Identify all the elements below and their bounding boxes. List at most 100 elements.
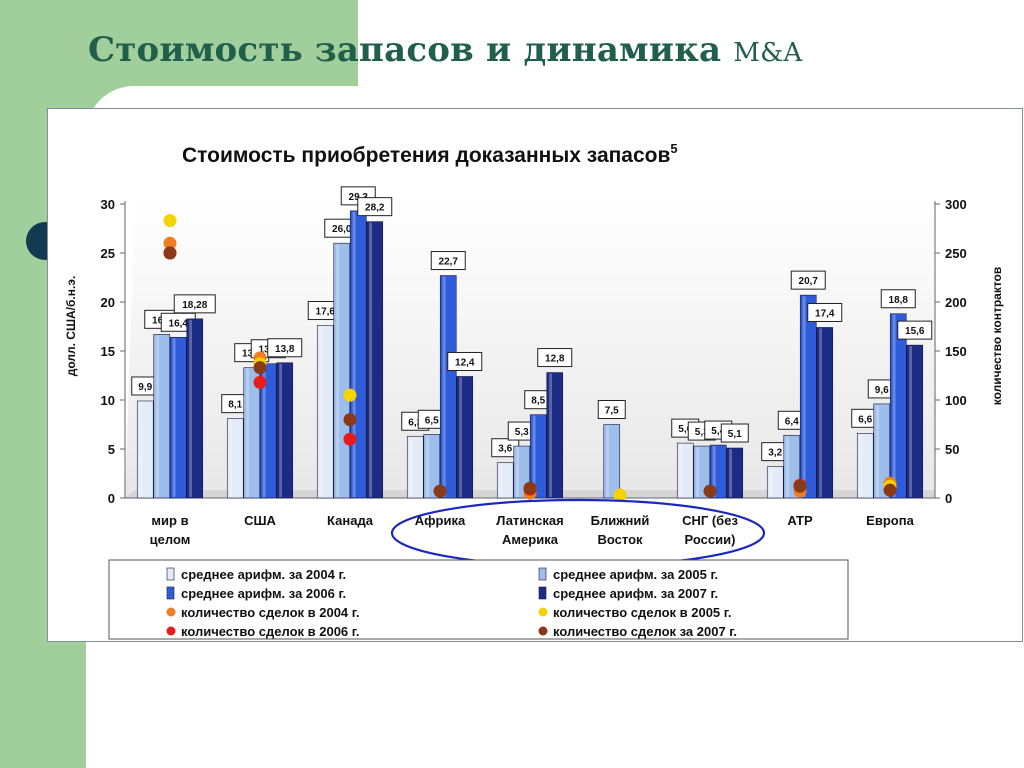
legend-swatch [538,567,547,581]
deal-count-dot [703,484,717,498]
legend-label: среднее арифм. за 2004 г. [181,567,346,582]
bar [259,363,277,499]
data-label-box [267,338,303,358]
bar-highlight [409,437,413,497]
category-label: Америка [502,532,559,547]
legend-label: количество сделок в 2005 г. [553,605,732,620]
bar-highlight [279,363,283,497]
bar [709,444,727,499]
y-tick-label: 5 [108,442,115,457]
deal-count-dot [883,483,897,497]
bar [906,344,924,499]
data-label: 13,8 [275,344,295,355]
bar [226,418,244,499]
data-label: 9,9 [138,382,152,393]
bar-highlight [459,377,463,497]
category-label: Канада [327,513,374,528]
slide-title: Стоимость запасов и динамика M&A [88,30,802,70]
category-label: мир в [151,513,188,528]
bar [726,447,744,499]
bar [496,462,514,499]
bar [406,435,424,499]
bar-highlight [802,296,806,497]
category-label: Латинская [496,513,563,528]
data-label: 20,7 [799,276,819,287]
data-label-box [790,270,826,290]
deal-count-dot [253,361,267,375]
legend-swatch [166,586,175,600]
deal-count-dot [163,236,177,250]
bar [766,466,784,499]
data-label: 8,5 [531,396,545,407]
bar-highlight [892,314,896,497]
y-tick-label: 10 [101,393,115,408]
data-label-box [430,251,466,271]
bar [316,325,334,499]
bar-highlight [319,326,323,497]
y-tick-label: 30 [101,197,115,212]
y-tick-label: 0 [108,491,115,506]
data-label: 15,6 [905,326,925,337]
deal-count-dot [613,488,627,502]
bar-highlight [369,222,373,497]
bar [676,442,694,499]
bar-highlight [909,346,913,497]
deal-count-dot [343,413,357,427]
bar [693,445,711,499]
legend-swatch [538,586,547,600]
legend-box [108,559,849,640]
bar-highlight [606,425,610,497]
bar-highlight [156,335,160,497]
bar-highlight [352,211,356,498]
y2-tick-label: 50 [945,442,959,457]
data-label: 9,6 [875,385,889,396]
legend-label: количество сделок за 2007 г. [553,624,737,639]
bar-highlight [189,319,193,497]
bar [546,372,564,499]
y2-tick-label: 100 [945,393,967,408]
data-label: 5,4 [711,426,725,437]
bar [529,414,547,499]
bar [153,334,171,499]
bar [816,327,834,499]
data-label-box [807,302,843,322]
data-label: 3,2 [768,448,782,459]
y2-tick-label: 200 [945,295,967,310]
data-label: 18,8 [889,295,909,306]
chart-svg: Стоимость приобретения доказанных запасо… [64,141,1004,640]
bar-highlight [696,447,700,497]
y-tick-label: 15 [101,344,115,359]
legend-label: количество сделок в 2004 г. [181,605,360,620]
data-label-box [880,289,916,309]
data-label: 26,0 [332,224,352,235]
data-label: 5,1 [728,429,742,440]
data-label-box [597,400,626,419]
bar [423,433,441,499]
bar-highlight [819,328,823,497]
data-label-box [447,351,483,371]
bar [889,313,907,499]
data-label: 6,3 [408,417,422,428]
chart-title: Стоимость приобретения доказанных запасо… [182,141,678,167]
bar-highlight [859,434,863,497]
category-label: АТР [787,513,813,528]
bar [603,424,621,499]
bar-highlight [549,373,553,497]
deal-count-dot [343,432,357,446]
deal-count-dot [253,375,267,389]
data-label-box [720,423,749,443]
data-label-box [897,320,933,340]
bar-highlight [172,338,176,497]
y-axis-title: долл. США/б.н.э. [64,276,78,377]
category-label: Ближний [591,513,650,528]
deal-count-dot [793,479,807,493]
bar [856,433,874,499]
data-label: 6,6 [858,414,872,425]
bar-highlight [769,467,773,497]
bar [169,336,187,499]
deal-count-dot [343,388,357,402]
data-label: 5,3 [515,427,529,438]
data-label: 17,4 [815,308,835,319]
category-label: России) [685,532,736,547]
